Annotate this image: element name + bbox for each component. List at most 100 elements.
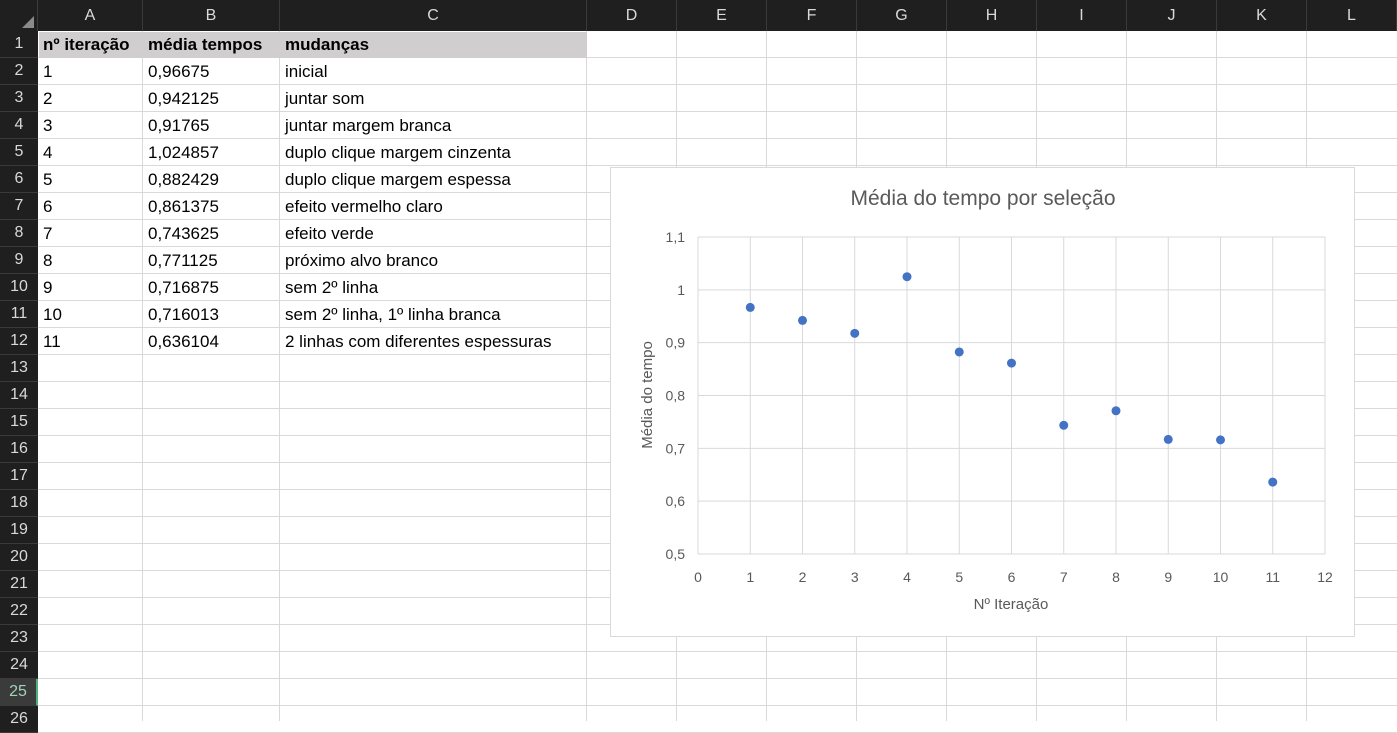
column-header-l[interactable]: L (1307, 0, 1397, 31)
cell-b6[interactable]: 0,882429 (148, 170, 219, 189)
data-point-1[interactable] (745, 302, 755, 312)
row-header-11[interactable]: 11 (0, 301, 38, 328)
data-point-5[interactable] (954, 347, 964, 357)
cell-a2[interactable]: 1 (43, 62, 53, 81)
row-header-3[interactable]: 3 (0, 85, 38, 112)
y-tick-label: 0,9 (666, 335, 686, 351)
cell-c5[interactable]: duplo clique margem cinzenta (285, 143, 511, 162)
data-point-8[interactable] (1111, 406, 1121, 416)
y-tick-label: 0,5 (666, 546, 686, 562)
chart-title: Média do tempo por seleção (851, 187, 1116, 210)
cell-b8[interactable]: 0,743625 (148, 224, 219, 243)
select-all-corner[interactable] (0, 0, 38, 31)
x-tick-label: 1 (746, 569, 754, 585)
row-header-23[interactable]: 23 (0, 625, 38, 652)
row-header-20[interactable]: 20 (0, 544, 38, 571)
cell-a11[interactable]: 10 (43, 305, 62, 324)
cell-c6[interactable]: duplo clique margem espessa (285, 170, 511, 189)
x-tick-label: 3 (851, 569, 859, 585)
column-header-b[interactable]: B (143, 0, 280, 31)
data-point-4[interactable] (902, 272, 912, 282)
cell-c2[interactable]: inicial (285, 62, 328, 81)
chart-gridlines (697, 236, 1326, 555)
row-header-18[interactable]: 18 (0, 490, 38, 517)
cell-a10[interactable]: 9 (43, 278, 53, 297)
cell-b3[interactable]: 0,942125 (148, 89, 219, 108)
cell-b10[interactable]: 0,716875 (148, 278, 219, 297)
cell-c4[interactable]: juntar margem branca (285, 116, 452, 135)
row-header-19[interactable]: 19 (0, 517, 38, 544)
data-point-6[interactable] (1007, 358, 1016, 368)
column-header-c[interactable]: C (280, 0, 587, 31)
cell-c8[interactable]: efeito verde (285, 224, 374, 243)
cell-b7[interactable]: 0,861375 (148, 197, 219, 216)
cell-c10[interactable]: sem 2º linha (285, 278, 379, 297)
cell-b2[interactable]: 0,96675 (148, 62, 210, 81)
data-point-11[interactable] (1268, 477, 1278, 487)
x-tick-label: 0 (694, 569, 702, 585)
row-header-22[interactable]: 22 (0, 598, 38, 625)
row-header-13[interactable]: 13 (0, 355, 38, 382)
cell-c12[interactable]: 2 linhas com diferentes espessuras (285, 332, 552, 351)
cell-a5[interactable]: 4 (43, 143, 53, 162)
column-header-h[interactable]: H (947, 0, 1037, 31)
row-gridline (38, 138, 1397, 139)
cell-c9[interactable]: próximo alvo branco (285, 251, 439, 270)
column-header-j[interactable]: J (1127, 0, 1217, 31)
column-header-f[interactable]: F (767, 0, 857, 31)
row-header-26[interactable]: 26 (0, 706, 38, 733)
row-header-24[interactable]: 24 (0, 652, 38, 679)
cell-b9[interactable]: 0,771125 (148, 251, 218, 270)
row-header-16[interactable]: 16 (0, 436, 38, 463)
row-header-21[interactable]: 21 (0, 571, 38, 598)
cell-c3[interactable]: juntar som (285, 89, 365, 108)
cell-a6[interactable]: 5 (43, 170, 53, 189)
row-header-25[interactable]: 25 (0, 679, 38, 706)
cell-b11[interactable]: 0,716013 (148, 305, 219, 324)
cell-a4[interactable]: 3 (43, 116, 53, 135)
column-header-e[interactable]: E (677, 0, 767, 31)
data-point-3[interactable] (850, 328, 860, 338)
row-header-17[interactable]: 17 (0, 463, 38, 490)
row-header-14[interactable]: 14 (0, 382, 38, 409)
cell-b4[interactable]: 0,91765 (148, 116, 210, 135)
column-header-g[interactable]: G (857, 0, 947, 31)
cell-c1-header[interactable]: mudanças (285, 35, 370, 54)
cell-b5[interactable]: 1,024857 (148, 143, 219, 162)
row-header-12[interactable]: 12 (0, 328, 38, 355)
row-header-6[interactable]: 6 (0, 166, 38, 193)
cell-a9[interactable]: 8 (43, 251, 53, 270)
data-point-10[interactable] (1216, 435, 1225, 445)
cell-a3[interactable]: 2 (43, 89, 53, 108)
cell-a8[interactable]: 7 (43, 224, 53, 243)
scatter-chart[interactable]: Média do tempo por seleção 0,5 0,6 0,7 0,8 0… (610, 167, 1355, 637)
data-point-9[interactable] (1163, 434, 1173, 444)
row-header-9[interactable]: 9 (0, 247, 38, 274)
row-header-2[interactable]: 2 (0, 58, 38, 85)
y-axis-title: Média do tempo (639, 341, 656, 449)
row-header-7[interactable]: 7 (0, 193, 38, 220)
column-header-i[interactable]: I (1037, 0, 1127, 31)
x-tick-label: 6 (1008, 569, 1016, 585)
row-header-8[interactable]: 8 (0, 220, 38, 247)
row-header-4[interactable]: 4 (0, 112, 38, 139)
row-gridline (38, 705, 1397, 706)
data-point-7[interactable] (1059, 420, 1069, 430)
x-tick-label: 8 (1112, 569, 1120, 585)
column-header-a[interactable]: A (38, 0, 143, 31)
cell-a7[interactable]: 6 (43, 197, 53, 216)
cell-b1-header[interactable]: média tempos (148, 35, 263, 54)
data-point-2[interactable] (798, 315, 807, 325)
row-header-10[interactable]: 10 (0, 274, 38, 301)
cell-c7[interactable]: efeito vermelho claro (285, 197, 443, 216)
cell-b12[interactable]: 0,636104 (148, 332, 219, 351)
row-header-1[interactable]: 1 (0, 31, 38, 58)
row-header-5[interactable]: 5 (0, 139, 38, 166)
column-header-d[interactable]: D (587, 0, 677, 31)
x-tick-label: 5 (955, 569, 963, 585)
cell-a1-header[interactable]: nº iteração (43, 35, 130, 54)
cell-c11[interactable]: sem 2º linha, 1º linha branca (285, 305, 501, 324)
row-header-15[interactable]: 15 (0, 409, 38, 436)
column-header-k[interactable]: K (1217, 0, 1307, 31)
cell-a12[interactable]: 11 (43, 332, 61, 351)
